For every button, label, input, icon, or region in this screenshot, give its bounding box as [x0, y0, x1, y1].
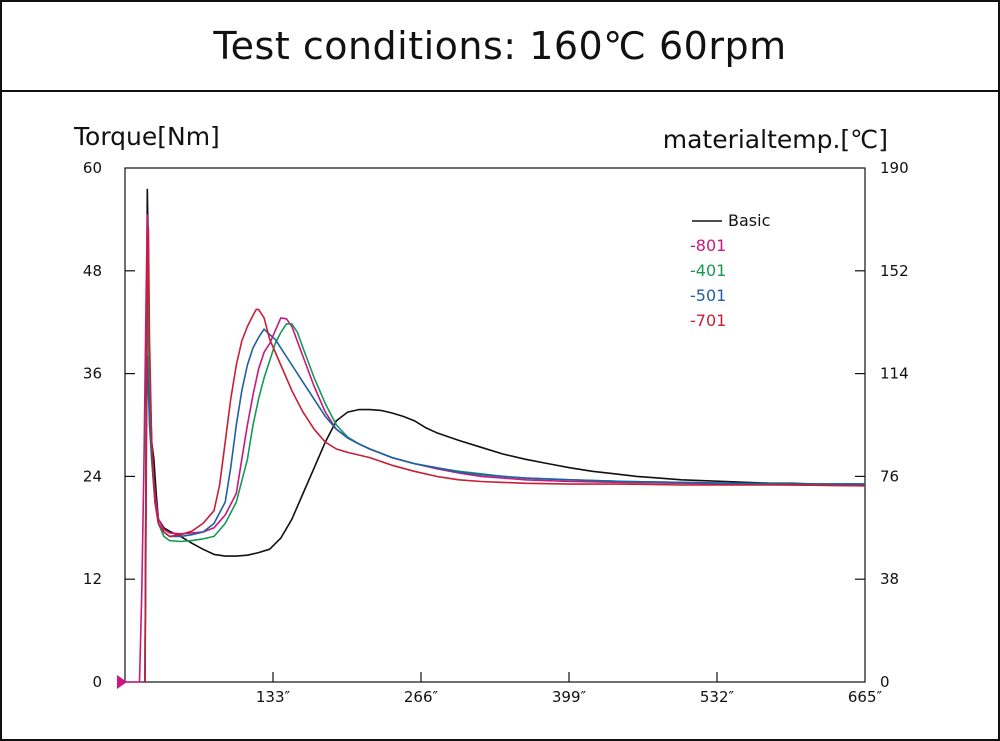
series-line-501 [144, 328, 866, 683]
chart-title: Test conditions: 160℃ 60rpm [213, 24, 787, 68]
legend-entry: -401 [690, 261, 726, 280]
y2-tick-label: 114 [880, 365, 909, 383]
y-tick-label: 12 [83, 570, 102, 588]
y-axis-label: Torque[Nm] [73, 122, 220, 151]
y2-tick-label: 190 [880, 159, 909, 177]
legend-entry: -501 [690, 286, 726, 305]
y2-tick-label: 76 [880, 467, 899, 485]
axes-group: 0 12 24 36 48 60 0 38 76 114 152 190 133″ 266″ 399″ 532… [83, 159, 909, 706]
series-layer [124, 188, 866, 683]
y2-axis-label: materialtemp.[℃] [663, 125, 888, 154]
legend-entry: -801 [690, 236, 726, 255]
series-line-Basic [144, 188, 866, 683]
y2-tick-label: 152 [880, 262, 909, 280]
x-tick-label: 532″ [700, 688, 735, 706]
legend: Basic-801 -401 -501 -701 [690, 211, 770, 330]
y-tick-label: 0 [92, 673, 102, 691]
title-bar: Test conditions: 160℃ 60rpm [2, 2, 998, 92]
y-tick-label: 36 [83, 365, 102, 383]
origin-marker [117, 675, 127, 689]
x-tick-label: 665″ [848, 688, 883, 706]
x-tick-label: 133″ [256, 688, 291, 706]
y-tick-label: 48 [83, 262, 102, 280]
y2-tick-label: 38 [880, 570, 899, 588]
y-tick-label: 24 [83, 467, 102, 485]
legend-entry: Basic [728, 211, 770, 230]
series-line-701 [144, 227, 866, 683]
y-tick-label: 60 [83, 159, 102, 177]
x-tick-label: 266″ [404, 688, 439, 706]
x-tick-label: 399″ [552, 688, 587, 706]
legend-entry: -701 [690, 311, 726, 330]
plot-area-border [124, 167, 866, 683]
series-line-801 [124, 214, 866, 683]
y2-tick-label: 0 [880, 673, 890, 691]
